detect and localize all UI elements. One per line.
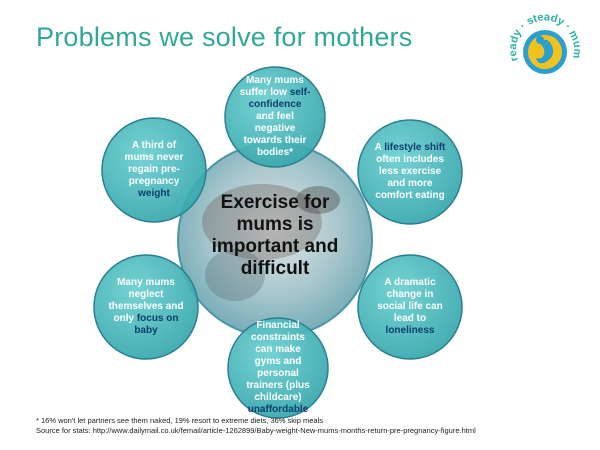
petal-sentence: Financial constraints can make gyms and … (242, 320, 314, 416)
petal-sentence: Many mums suffer low self-confidence and… (239, 75, 311, 159)
petal-highlight: focus on baby (134, 313, 179, 336)
footnote: * 16% won't let partners see them naked,… (36, 416, 323, 425)
petal-circle-unaffordable (227, 317, 329, 419)
petal-text-part: A (374, 142, 385, 153)
petal-circle-focus-on-baby (93, 254, 199, 360)
petal-highlight: unaffordable (247, 404, 309, 415)
petal-text-part: Many mums suffer low (239, 75, 304, 98)
petal-highlight: weight (138, 188, 170, 199)
page-title: Problems we solve for mothers (36, 22, 413, 52)
petal-text-part: A dramatic change in social life can lea… (377, 277, 443, 324)
source-note: Source for stats: http://www.dailymail.c… (36, 426, 476, 435)
petal-text-part: and feel negative towards their bodies* (243, 111, 307, 158)
petal-circle-loneliness (357, 254, 463, 360)
petal-text-loneliness: A dramatic change in social life can lea… (358, 255, 462, 359)
petal-text-lifestyle-shift: A lifestyle shift often includes less ex… (358, 120, 462, 224)
petal-text-focus-on-baby: Many mums neglect themselves and only fo… (94, 255, 198, 359)
petal-circle-self-confidence (224, 66, 326, 168)
petal-sentence: A third of mums never regain pre-pregnan… (116, 140, 192, 200)
petal-text-part: often includes less exercise and more co… (375, 154, 445, 201)
petal-text-part: Many mums neglect themselves and only (108, 277, 184, 324)
petal-highlight: lifestyle shift (384, 142, 446, 153)
petal-sentence: A dramatic change in social life can lea… (372, 277, 448, 337)
petal-text-weight: A third of mums never regain pre-pregnan… (102, 118, 206, 222)
center-photo-shape (205, 249, 265, 301)
petal-circle-weight (101, 117, 207, 223)
petal-text-unaffordable: Financial constraints can make gyms and … (228, 318, 328, 418)
ready-steady-mums-logo: ready · steady · mums (500, 4, 583, 74)
center-photo-shape (202, 184, 322, 260)
petal-text-part: Financial constraints can make gyms and … (246, 320, 310, 403)
petal-sentence: A lifestyle shift often includes less ex… (372, 142, 448, 202)
center-statement: Exercise for mums is important and diffi… (211, 192, 339, 279)
footer: * 16% won't let partners see them naked,… (36, 416, 476, 436)
petal-text-self-confidence: Many mums suffer low self-confidence and… (225, 67, 325, 167)
center-photo-shape (296, 186, 340, 214)
petal-highlight: loneliness (385, 325, 435, 336)
petal-sentence: Many mums neglect themselves and only fo… (108, 277, 184, 337)
petal-highlight: self-confidence (248, 87, 311, 110)
petal-text-part: A third of mums never regain pre-pregnan… (124, 140, 184, 187)
petal-circle-lifestyle-shift (357, 119, 463, 225)
